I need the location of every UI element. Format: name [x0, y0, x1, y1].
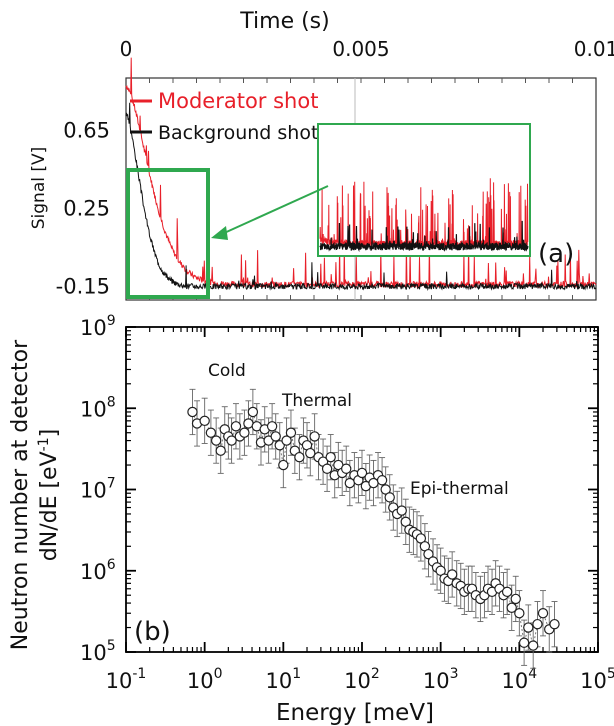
panel-b-y-tick-label: 108	[80, 394, 116, 421]
panel-b-data-point	[187, 406, 198, 418]
panel-b-data-point	[285, 427, 297, 438]
panel-b-data-point	[215, 445, 226, 456]
panel-b-data-points	[187, 388, 560, 669]
panel-b-x-tick-label: 101	[266, 666, 302, 693]
panel-b-y-axis-label-units: dN/dE [eV-1]	[36, 429, 62, 561]
panel-b-data-point	[321, 463, 333, 474]
panel-a-x-tick-labels: 0 0.005 0.01	[120, 37, 614, 61]
panel-b-data-point	[514, 608, 525, 619]
annotation-epi-thermal: Epi-thermal	[410, 479, 509, 499]
panel-b-data-point	[341, 463, 352, 474]
panel-b-x-tick-label: 10-1	[106, 666, 147, 693]
panel-b-data-point	[356, 467, 368, 479]
panel-b-spectrum-chart: 10-1 100 101 102 103 104 105 105 106 107 108 109 E…	[8, 313, 614, 726]
zoom-arrow-head	[211, 226, 228, 240]
panel-b-x-tick-label: 103	[423, 666, 459, 693]
panel-b-data-point	[506, 602, 517, 613]
panel-b-data-point	[305, 447, 316, 459]
panel-b-data-point	[446, 569, 458, 580]
panel-b-data-point	[278, 459, 289, 471]
legend-label-moderator: Moderator shot	[158, 89, 318, 113]
panel-b-data-point	[423, 548, 434, 560]
panel-b-x-tick-label: 100	[187, 666, 223, 693]
panel-b-data-point	[239, 427, 250, 438]
panel-b-data-point	[281, 435, 292, 446]
panel-b-data-point	[523, 622, 534, 633]
panel-b-data-point	[518, 637, 530, 648]
panel-b-data-point	[532, 618, 543, 630]
panel-b-y-tick-label: 107	[80, 476, 116, 503]
panel-b-data-point	[270, 431, 281, 442]
panel-b-y-tick-label: 105	[80, 638, 116, 665]
panel-a-curves	[125, 57, 597, 291]
panel-b-data-point	[537, 608, 549, 619]
legend-label-background: Background shot	[158, 122, 318, 144]
background-shot-line	[125, 102, 597, 291]
panel-b-data-point	[210, 435, 222, 446]
panel-b-tick-marks	[125, 326, 599, 653]
annotation-cold: Cold	[208, 361, 246, 381]
panel-b-data-point	[266, 421, 278, 432]
panel-b-data-point	[396, 505, 407, 516]
panel-b-y-tick-label: 106	[80, 557, 116, 584]
panel-a-y-axis-label: Signal [V]	[29, 147, 49, 230]
panel-b-data-point	[199, 415, 210, 427]
inset-background-line	[319, 220, 529, 253]
panel-b-data-point	[501, 586, 513, 598]
panel-b-data-point	[325, 451, 336, 463]
panel-a-x-tick-label: 0.005	[332, 37, 389, 61]
moderator-shot-line	[125, 57, 597, 290]
panel-b-data-point	[527, 640, 539, 651]
panel-b-connector-line	[192, 410, 555, 646]
panel-a-y-tick-labels: 0.65 0.25 -0.15	[56, 119, 110, 299]
panel-b-data-point	[205, 427, 217, 438]
panel-b-data-point	[226, 435, 237, 446]
panel-a-tick-marks	[149, 78, 573, 300]
panel-b-x-axis-label: Energy [meV]	[276, 700, 434, 726]
panel-b-x-tick-labels: 10-1 100 101 102 103 104 105	[106, 666, 614, 693]
panel-a-label: (a)	[538, 239, 574, 269]
panel-a-y-tick-label: 0.65	[63, 119, 110, 143]
zoom-region-box	[126, 168, 210, 299]
panel-b-x-tick-label: 104	[502, 666, 538, 693]
panel-a-x-tick-label: 0	[120, 37, 133, 61]
panel-a-y-tick-label: -0.15	[56, 274, 110, 298]
panel-b-x-tick-label: 105	[580, 666, 614, 693]
annotation-thermal: Thermal	[281, 391, 352, 411]
panel-b-data-point	[247, 406, 259, 418]
panel-b-y-tick-labels: 105 106 107 108 109	[80, 313, 116, 665]
panel-b-y-axis-label: Neutron number at detector	[8, 339, 33, 650]
zoom-arrow-line	[221, 185, 329, 235]
panel-b-data-point	[309, 431, 320, 442]
panel-a-y-tick-label: 0.25	[63, 196, 110, 220]
panel-b-data-point	[384, 492, 395, 503]
panel-a-signal-chart: Time (s) 0 0.005 0.01 Signal [V] 0.65 0.25 -…	[29, 9, 614, 301]
panel-b-data-point	[376, 475, 388, 486]
panel-b-data-point	[549, 618, 560, 630]
panel-b-data-point	[510, 593, 521, 605]
panel-a-x-axis-label: Time (s)	[239, 9, 329, 34]
inset-curves	[319, 178, 529, 253]
panel-b-x-tick-label: 102	[344, 666, 380, 693]
panel-b-data-point	[294, 451, 305, 463]
panel-a-x-tick-label: 0.01	[574, 37, 614, 61]
panel-b-y-tick-label: 109	[80, 313, 116, 340]
panel-b-data-point	[230, 421, 242, 432]
panel-b-label: (b)	[134, 617, 171, 647]
